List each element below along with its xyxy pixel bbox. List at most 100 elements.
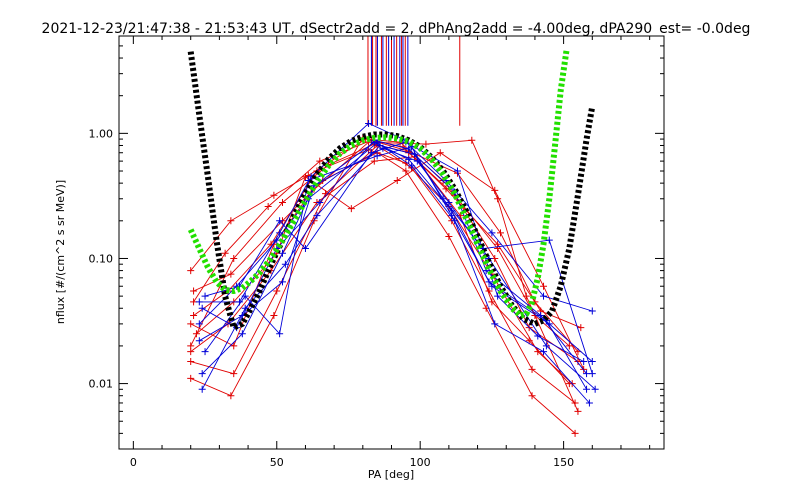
data-point	[408, 162, 416, 170]
data-point	[187, 348, 195, 356]
data-point	[230, 254, 238, 262]
data-series-group	[187, 119, 599, 437]
x-axis-label: PA [deg]	[368, 468, 414, 481]
data-point	[491, 320, 499, 328]
x-axis-ticks: 0 50 100 150	[130, 36, 651, 469]
data-point	[583, 370, 591, 378]
series-line-8	[193, 152, 576, 434]
data-point	[273, 287, 281, 295]
data-point	[445, 232, 453, 240]
data-point	[187, 320, 195, 328]
series-line-17	[204, 146, 593, 362]
data-point	[585, 399, 593, 407]
data-point	[488, 282, 496, 290]
series-11	[198, 138, 591, 393]
data-point	[270, 191, 278, 199]
chart-title: 2021-12-23/21:47:38 - 21:53:43 UT, dSect…	[42, 21, 751, 37]
data-point	[279, 249, 286, 257]
y-axis-ticks: 0.01 0.10 1.00	[89, 35, 664, 450]
data-point	[198, 385, 206, 393]
data-point	[445, 199, 453, 207]
data-point	[201, 292, 209, 300]
data-point	[448, 212, 456, 220]
series-9	[187, 136, 582, 415]
series-line-16	[201, 139, 587, 374]
data-point	[316, 199, 324, 207]
data-point	[571, 429, 579, 437]
data-point	[227, 270, 235, 278]
series-line-2	[193, 149, 573, 384]
data-point	[574, 407, 582, 415]
series-line-7	[190, 156, 570, 384]
data-point	[373, 152, 381, 160]
fit-curve-group	[187, 49, 596, 331]
data-point	[230, 342, 238, 350]
series-12	[195, 139, 593, 407]
y-tick-label: 1.00	[89, 127, 114, 140]
series-line-3	[190, 144, 576, 404]
series-10	[195, 119, 596, 315]
data-point	[198, 370, 206, 378]
data-point	[545, 320, 553, 328]
data-point	[528, 392, 536, 400]
series-line-4	[190, 137, 581, 397]
data-point	[276, 330, 284, 338]
series-line-12	[198, 142, 590, 404]
data-point	[393, 176, 401, 184]
data-point	[227, 392, 235, 400]
data-point	[365, 119, 373, 127]
series-line-14	[204, 141, 584, 362]
data-point	[347, 205, 355, 213]
series-line-9	[190, 139, 579, 412]
x-tick-label: 100	[410, 456, 431, 469]
data-point	[195, 337, 203, 345]
data-point	[313, 212, 321, 220]
data-point	[190, 287, 198, 295]
series-4	[187, 134, 585, 400]
data-point	[227, 217, 235, 225]
series-line-0	[190, 138, 570, 347]
data-point	[583, 385, 591, 393]
data-point	[198, 304, 206, 312]
data-point	[279, 278, 286, 286]
x-tick-label: 50	[270, 456, 284, 469]
data-point	[238, 330, 246, 338]
data-point	[190, 312, 198, 320]
data-point	[436, 149, 444, 157]
x-tick-label: 0	[130, 456, 137, 469]
data-point	[279, 199, 286, 207]
data-point	[494, 195, 502, 203]
vertical-marker-group	[367, 36, 461, 126]
data-point	[402, 167, 410, 175]
data-point	[370, 157, 378, 165]
series-line-1	[190, 143, 579, 362]
series-1	[187, 140, 582, 366]
data-point	[201, 348, 209, 356]
data-point	[187, 267, 195, 275]
data-point	[270, 312, 278, 320]
data-point	[588, 358, 596, 366]
data-point	[565, 342, 573, 350]
data-point	[241, 292, 249, 300]
data-point	[422, 140, 430, 148]
y-tick-label: 0.01	[89, 378, 114, 391]
data-point	[545, 236, 553, 244]
data-point	[281, 260, 289, 268]
data-point	[316, 157, 324, 165]
series-line-11	[201, 141, 587, 390]
data-point	[542, 342, 550, 350]
data-point	[276, 217, 284, 225]
data-point	[591, 385, 599, 393]
data-point	[221, 249, 229, 257]
data-point	[528, 365, 536, 373]
series-line-13	[201, 144, 593, 390]
data-point	[488, 298, 496, 306]
data-point	[488, 229, 496, 237]
data-point	[494, 292, 502, 300]
data-point	[540, 292, 548, 300]
data-point	[588, 307, 596, 315]
y-axis-label: nflux [#/(cm^2 s sr MeV)]	[54, 180, 67, 324]
data-point	[195, 298, 203, 306]
data-point	[580, 358, 588, 366]
data-point	[497, 229, 504, 237]
